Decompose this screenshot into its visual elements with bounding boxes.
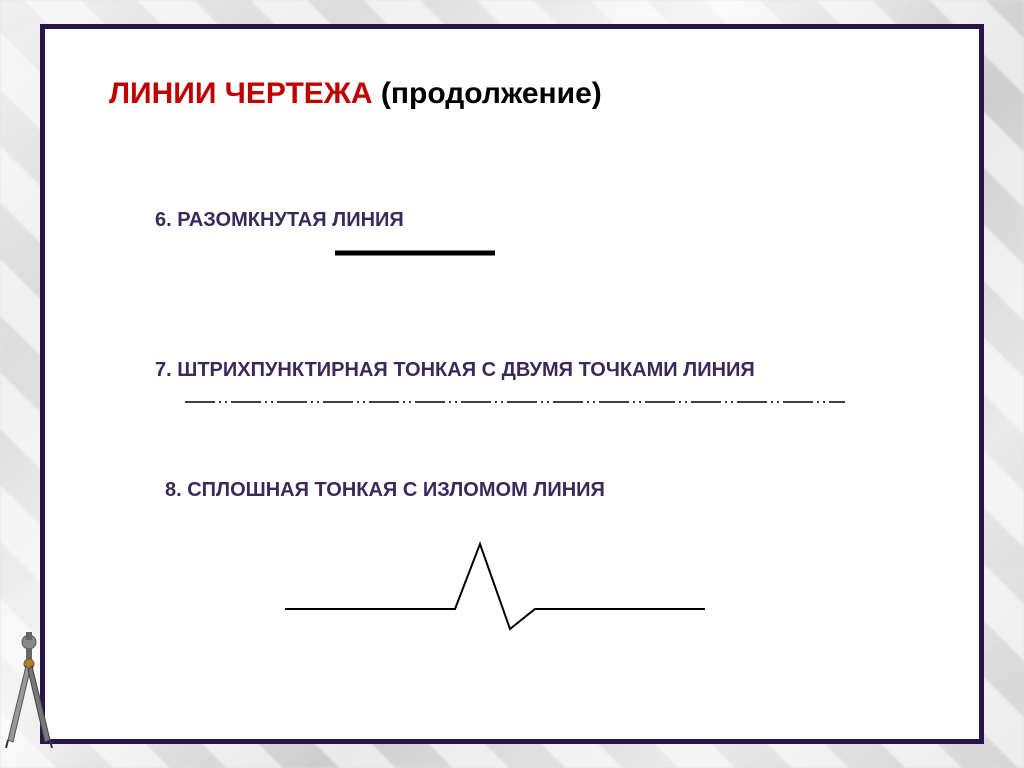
thin-break-line-path [285,544,705,629]
item-8-line [275,529,715,639]
slide-frame: ЛИНИИ ЧЕРТЕЖА (продолжение) 6. РАЗОМКНУТ… [40,24,984,744]
item-7-line [175,397,855,407]
compass-icon [2,628,57,748]
slide-content: ЛИНИИ ЧЕРТЕЖА (продолжение) 6. РАЗОМКНУТ… [45,29,979,739]
item-8-label: 8. СПЛОШНАЯ ТОНКАЯ С ИЗЛОМОМ ЛИНИЯ [165,479,605,502]
item-6-line [325,243,505,263]
page-title: ЛИНИИ ЧЕРТЕЖА (продолжение) [109,77,602,111]
item-7-label: 7. ШТРИХПУНКТИРНАЯ ТОНКАЯ С ДВУМЯ ТОЧКАМ… [155,359,755,382]
item-6-label: 6. РАЗОМКНУТАЯ ЛИНИЯ [155,209,404,232]
title-sub: (продолжение) [373,77,602,110]
title-main: ЛИНИИ ЧЕРТЕЖА [109,77,373,110]
